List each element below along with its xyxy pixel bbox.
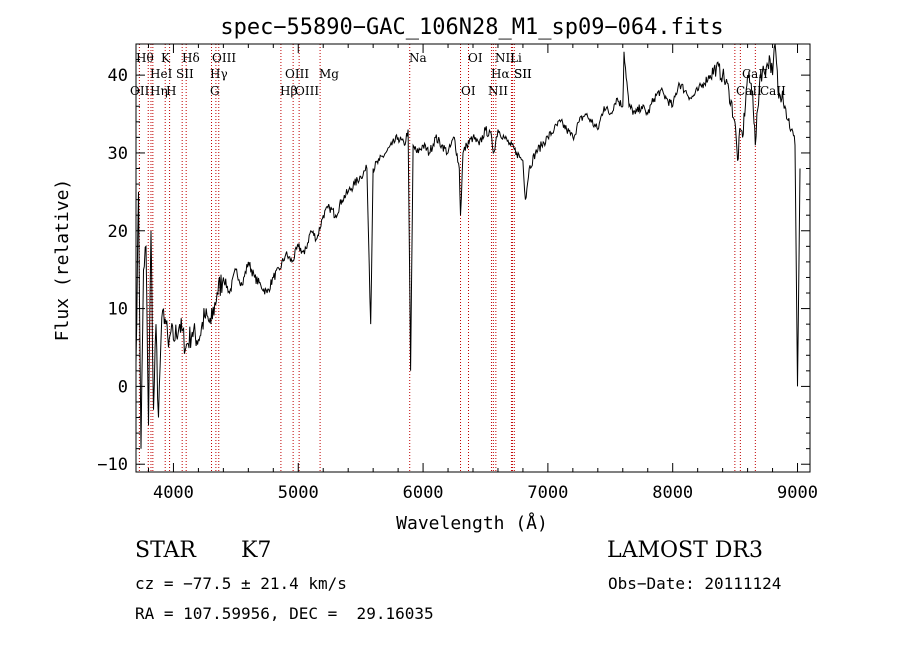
x-tick-label: 5000 <box>278 483 319 503</box>
line-marker-layer <box>138 44 756 472</box>
axes-layer: 4000 5000 6000 7000 8000 9000 −10 0 10 20 30 40 <box>97 43 818 503</box>
x-tick-label: 9000 <box>777 483 818 503</box>
line-marker-label: SII <box>514 67 532 81</box>
y-tick-label: −10 <box>97 455 128 475</box>
observation-date: Obs−Date: 20111124 <box>608 574 782 593</box>
line-marker-label: G <box>210 84 220 98</box>
line-marker-label: OI <box>468 51 483 65</box>
x-axis-label: Wavelength (Å) <box>396 512 548 534</box>
line-marker-label: Na <box>409 51 427 65</box>
line-marker-label: K <box>161 51 171 65</box>
chart-title: spec−55890−GAC_106N28_M1_sp09−064.fits <box>220 15 723 40</box>
line-marker-label: OI <box>461 84 476 98</box>
y-axis-label: Flux (relative) <box>52 179 73 342</box>
line-marker-label: Hδ <box>182 51 200 65</box>
y-tick-label: 0 <box>118 377 128 397</box>
line-marker-label: Hβ <box>280 84 297 98</box>
line-marker-label: OIII <box>295 84 319 98</box>
line-marker-label: Hγ <box>210 67 228 81</box>
line-marker-label: CaII <box>736 84 762 98</box>
line-marker-label: SII <box>176 67 194 81</box>
line-marker-label: NII <box>488 84 508 98</box>
coordinates: RA = 107.59956, DEC = 29.16035 <box>135 604 434 623</box>
line-marker-label: Hθ <box>136 51 154 65</box>
x-tick-label: 7000 <box>527 483 568 503</box>
object-class: STAR <box>135 538 196 563</box>
y-tick-label: 40 <box>108 66 128 86</box>
line-marker-label: OIII <box>285 67 309 81</box>
line-marker-label: Li <box>510 51 522 65</box>
line-marker-label: OII <box>130 84 150 98</box>
line-marker-label: CaII <box>742 67 768 81</box>
x-tick-label: 4000 <box>153 483 194 503</box>
spectrum-line <box>135 43 801 449</box>
line-marker-label: Mg <box>319 67 339 81</box>
object-subclass: K7 <box>241 538 272 563</box>
survey-name: LAMOST DR3 <box>607 538 763 563</box>
line-marker-label: Hη <box>150 84 168 98</box>
line-marker-label: Hα <box>491 67 510 81</box>
y-tick-label: 20 <box>108 222 128 242</box>
redshift-velocity: cz = −77.5 ± 21.4 km/s <box>135 574 347 593</box>
spectrum-layer <box>135 43 801 449</box>
x-tick-label: 6000 <box>403 483 444 503</box>
x-tick-label: 8000 <box>652 483 693 503</box>
line-marker-label: H <box>166 84 176 98</box>
line-marker-label: OIII <box>212 51 236 65</box>
y-tick-label: 10 <box>108 300 128 320</box>
line-marker-label: CaII <box>760 84 786 98</box>
line-marker-label: NII <box>495 51 515 65</box>
line-marker-label: SII <box>514 67 532 81</box>
y-tick-label: 30 <box>108 144 128 164</box>
line-marker-label: HeI <box>150 67 173 81</box>
